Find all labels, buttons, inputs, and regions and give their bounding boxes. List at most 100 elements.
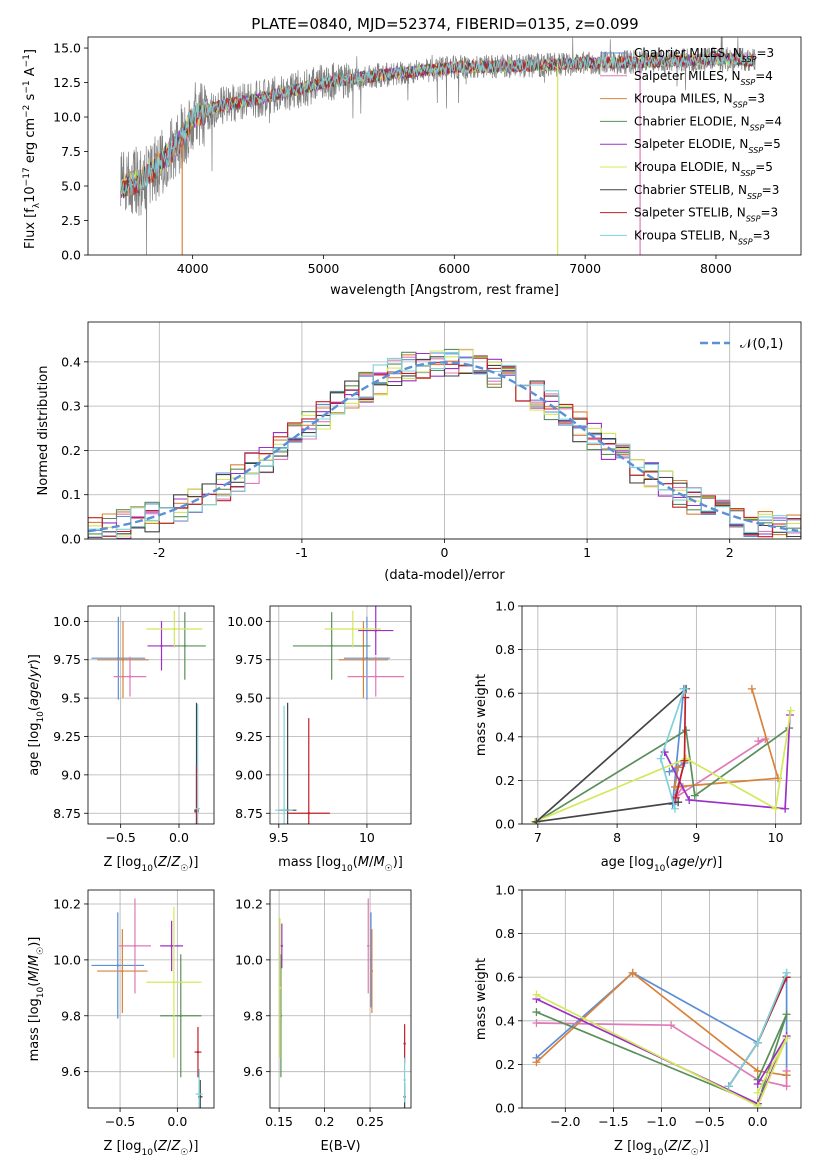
plot-area xyxy=(88,348,801,539)
x-tick-label: −0.5 xyxy=(105,830,135,845)
plot-Z_vs_weight: −2.0 −1.5 −1.0 −0.5 0.0 0.0 0.2 0.4 0.6 0.8 1.0 Z [… xyxy=(474,883,802,1158)
y-tick-label: 1.0 xyxy=(495,599,515,614)
weight-marker xyxy=(665,767,674,776)
x-axis-label: Z [log10(Z/Z☉)] xyxy=(104,1139,199,1158)
x-axis-label: age [log10(age/yr)] xyxy=(601,855,723,874)
legend-entry: Salpeter STELIB, NSSP=3 xyxy=(634,206,778,224)
plot-area xyxy=(91,610,206,824)
weight-marker xyxy=(680,684,689,693)
data-point xyxy=(370,969,374,973)
y-tick-label: 0.8 xyxy=(495,642,515,657)
data-point xyxy=(351,627,355,631)
x-axis-label: mass [log10(M/M☉)] xyxy=(278,855,403,874)
data-point xyxy=(173,627,176,631)
axes-frame xyxy=(521,605,802,825)
weight-marker xyxy=(782,1082,791,1091)
y-tick-label: 0.2 xyxy=(495,773,515,788)
weight-marker xyxy=(628,968,637,977)
y-tick-label: 0.0 xyxy=(495,1101,515,1116)
y-tick-label: 0.4 xyxy=(61,354,81,369)
figure-title: PLATE=0840, MJD=52374, FIBERID=0135, z=0… xyxy=(251,15,638,33)
weight-marker xyxy=(753,1088,762,1097)
axes-frame xyxy=(87,605,215,825)
x-tick-label: 6000 xyxy=(438,261,470,276)
data-point xyxy=(133,944,137,948)
x-tick-label: −0.5 xyxy=(105,1114,135,1129)
weight-marker xyxy=(771,804,780,813)
y-tick-label: 9.75 xyxy=(53,652,81,667)
x-tick-label: 9.5 xyxy=(269,830,289,845)
y-tick-label: 0.3 xyxy=(61,399,81,414)
y-tick-label: 10.0 xyxy=(53,110,81,125)
weight-marker xyxy=(724,1082,733,1091)
data-point xyxy=(367,944,370,948)
data-point xyxy=(278,986,282,990)
data-point xyxy=(196,1050,200,1054)
weight-marker xyxy=(782,1010,791,1019)
data-point xyxy=(362,658,365,661)
x-tick-label: 10 xyxy=(359,830,375,845)
data-point xyxy=(197,1092,201,1096)
x-tick-label: 0 xyxy=(441,545,449,560)
weight-line-chabrier-stelib xyxy=(533,688,687,824)
y-tick-label: 0.2 xyxy=(495,1057,515,1072)
x-tick-label: -2 xyxy=(153,545,165,560)
legend-entry: Salpeter ELODIE, NSSP=5 xyxy=(634,137,781,155)
y-tick-label: 9.8 xyxy=(61,1008,81,1023)
x-tick-label: 7000 xyxy=(569,261,601,276)
plots-layer: 4000 5000 6000 7000 80000.02.55.07.510.012.5… xyxy=(22,36,802,1158)
data-point xyxy=(121,969,124,973)
x-tick-label: 0.15 xyxy=(265,1114,293,1129)
x-axis-label: E(B-V) xyxy=(320,1139,360,1154)
weight-marker xyxy=(671,793,680,802)
weight-marker xyxy=(753,1038,762,1047)
y-axis-label: Normed distribution xyxy=(36,366,51,496)
x-tick-label: 1 xyxy=(583,545,591,560)
x-tick-label: 9 xyxy=(692,830,700,845)
weight-line-salpeter-elodie xyxy=(663,714,791,810)
plot-area xyxy=(91,898,203,1108)
axes-frame xyxy=(87,889,215,1109)
axes-frame xyxy=(269,889,412,1109)
x-tick-label: 10 xyxy=(768,830,784,845)
data-point xyxy=(330,644,333,648)
y-axis-label: Flux [fλ10−17 erg cm−2 s−1 A−1] xyxy=(22,49,42,249)
data-point xyxy=(307,812,310,815)
y-tick-label: 0.0 xyxy=(495,817,515,832)
y-tick-label: 2.5 xyxy=(61,213,81,228)
y-axis-label: age [log10(age/yr)] xyxy=(27,654,46,776)
data-point xyxy=(128,675,132,678)
x-tick-label: −2.0 xyxy=(550,1114,580,1129)
y-tick-label: 5.0 xyxy=(61,179,81,194)
y-tick-label: 9.8 xyxy=(243,1008,263,1023)
x-tick-label: 0.0 xyxy=(169,830,189,845)
legend-entry: Kroupa MILES, NSSP=3 xyxy=(634,92,765,110)
weight-marker xyxy=(656,754,665,763)
y-tick-label: 9.25 xyxy=(53,729,81,744)
weight-marker xyxy=(782,1071,791,1080)
legend-entry: 𝒩(0,1) xyxy=(740,337,783,352)
y-tick-label: 9.25 xyxy=(235,729,263,744)
data-point xyxy=(121,658,125,661)
y-axis-label: mass weight xyxy=(474,958,489,1040)
weight-marker xyxy=(532,990,541,999)
data-point xyxy=(374,675,377,678)
weight-marker xyxy=(685,796,694,805)
x-axis-label: wavelength [Angstrom, rest frame] xyxy=(330,283,559,298)
weight-line-chabrier-elodie xyxy=(535,727,790,823)
plot-area xyxy=(532,968,791,1108)
plot-area xyxy=(120,37,756,255)
plot-area xyxy=(530,684,795,824)
y-tick-label: 12.5 xyxy=(53,75,81,90)
x-tick-label: 8000 xyxy=(700,261,732,276)
x-tick-label: 4000 xyxy=(177,261,209,276)
data-point xyxy=(183,644,187,648)
x-tick-label: -1 xyxy=(296,545,308,560)
weight-marker xyxy=(532,1018,541,1027)
weight-marker xyxy=(753,1101,762,1108)
plot-residuals: -2 -1 0 1 2 0.0 0.1 0.2 0.3 0.4 (data-model)/error… xyxy=(36,321,802,583)
histogram-kroupa-stelib xyxy=(88,351,801,539)
y-tick-label: 1.0 xyxy=(495,883,515,898)
x-tick-label: 2 xyxy=(726,545,734,560)
